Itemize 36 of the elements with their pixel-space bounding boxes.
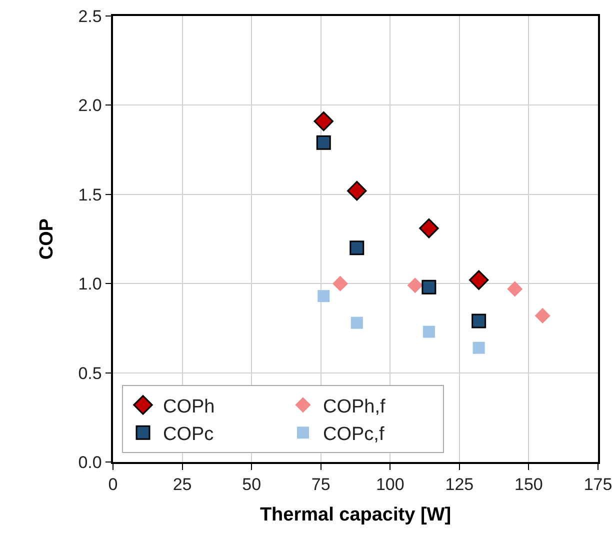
legend-label: COPc (163, 424, 214, 446)
point (316, 135, 331, 150)
x-tick-label: 0 (108, 475, 118, 494)
point (407, 278, 423, 294)
point (332, 276, 348, 292)
point (347, 180, 367, 201)
y-tick-label: 0.0 (78, 452, 102, 472)
point (422, 280, 436, 294)
y-tick-label: 1.0 (78, 274, 102, 294)
point (314, 111, 334, 132)
x-tick-label: 25 (172, 475, 192, 494)
y-tick-label: 1.5 (78, 185, 102, 204)
legend-label: COPh,f (323, 396, 386, 418)
x-tick-label: 50 (242, 475, 262, 494)
x-tick-label: 150 (514, 475, 543, 494)
x-axis-title: Thermal capacity [W] (260, 504, 452, 526)
y-axis-title: COP (36, 218, 58, 260)
y-tick-label: 2.5 (78, 6, 102, 26)
y-tick-label: 0.5 (78, 364, 102, 383)
x-tick-label: 125 (445, 475, 474, 494)
point (472, 314, 486, 328)
x-tick-label: 100 (376, 475, 404, 494)
point (507, 281, 523, 297)
point (422, 326, 435, 338)
x-tick-label: 175 (584, 475, 612, 494)
point (318, 290, 330, 302)
point (468, 270, 489, 290)
x-tick-label: 75 (311, 475, 330, 494)
point (419, 218, 439, 238)
point (350, 316, 363, 329)
point (350, 240, 364, 256)
legend-label: COPh (163, 396, 215, 418)
y-tick-label: 2.0 (78, 96, 102, 116)
legend-label: COPc,f (323, 424, 385, 446)
point (472, 342, 485, 354)
point (534, 308, 550, 324)
